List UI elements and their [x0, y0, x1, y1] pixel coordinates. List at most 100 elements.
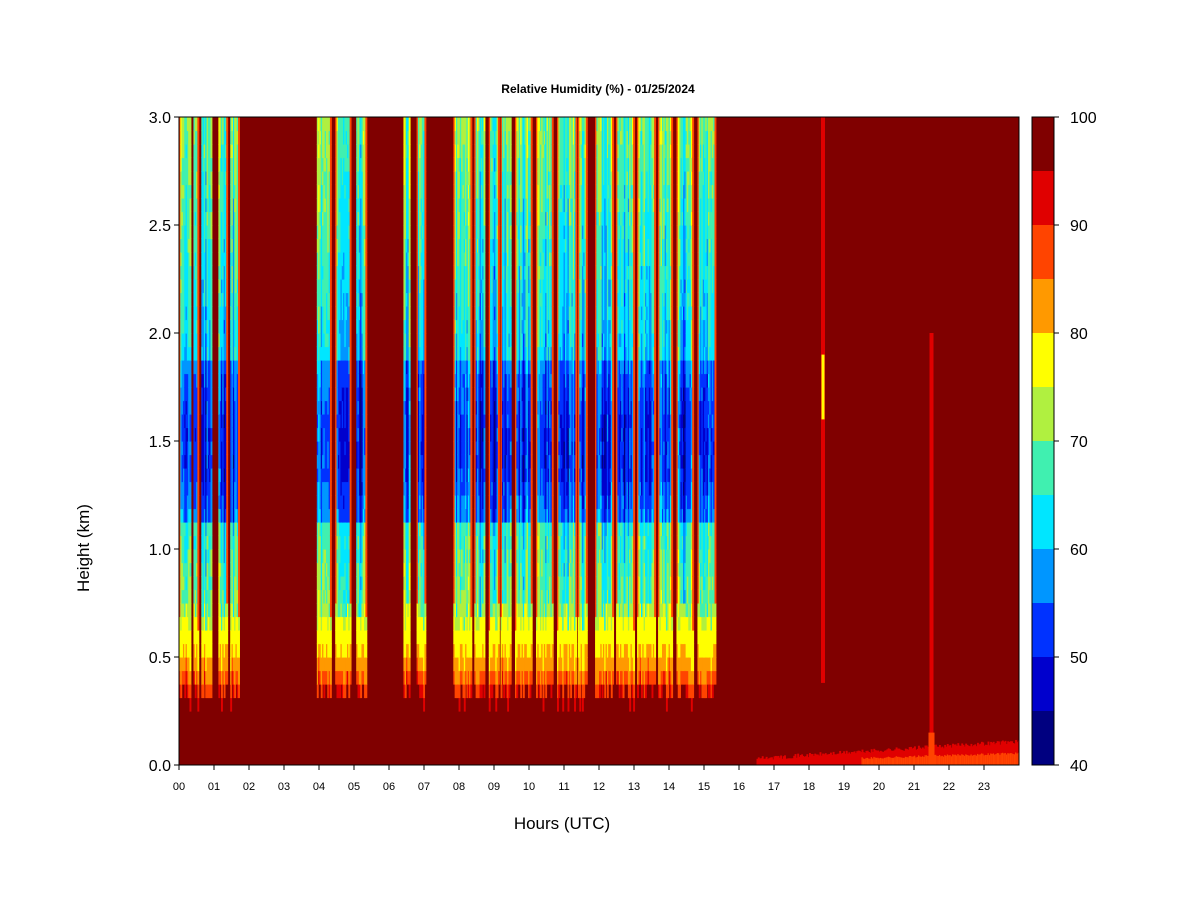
rh-cell [343, 481, 345, 496]
rh-cell [491, 616, 494, 631]
rh-cell [209, 481, 212, 496]
rh-cell [490, 549, 492, 564]
rh-cell [223, 211, 226, 226]
rh-cell [423, 184, 426, 199]
rh-cell [238, 468, 240, 483]
rh-cell [194, 157, 197, 172]
rh-cell [476, 670, 479, 685]
rh-cell [455, 589, 458, 604]
rh-cell [357, 279, 360, 294]
rh-cell [218, 171, 221, 186]
rh-cell [465, 549, 468, 564]
rh-cell [181, 414, 184, 429]
rh-cell [235, 427, 238, 442]
rh-cell [226, 441, 229, 456]
rh-cell [201, 684, 204, 699]
rh-cell [476, 265, 479, 280]
rh-cell [491, 643, 494, 658]
rh-cell [505, 279, 508, 294]
rh-cell [322, 576, 324, 591]
rh-cell [364, 481, 366, 496]
rh-cell [340, 225, 343, 240]
rh-cell [404, 414, 407, 429]
rh-cell [476, 576, 479, 591]
rh-cell [421, 576, 424, 591]
rh-cell [365, 306, 368, 321]
rh-cell [193, 157, 196, 172]
rh-cell [457, 360, 460, 375]
rh-cell [490, 414, 492, 429]
rh-cell [404, 643, 407, 658]
rh-cell [454, 387, 457, 402]
rh-cell [179, 657, 181, 672]
rh-cell [365, 657, 368, 672]
rh-cell [424, 400, 427, 415]
rh-cell [406, 576, 408, 591]
rh-cell [490, 427, 492, 442]
rh-cell [424, 279, 427, 294]
rh-cell [509, 454, 512, 469]
rh-cell [362, 468, 365, 483]
rh-cell [316, 508, 319, 523]
rh-cell [507, 535, 510, 550]
rh-cell [465, 387, 468, 402]
rh-cell [197, 117, 200, 132]
rh-cell [453, 670, 456, 685]
rh-cell [206, 157, 209, 172]
rh-cell [224, 630, 227, 645]
rh-cell [494, 292, 496, 307]
rh-cell [326, 144, 328, 159]
rh-cell [491, 468, 494, 483]
rh-cell [507, 346, 510, 361]
rh-cell [496, 535, 499, 550]
rh-cell [343, 279, 345, 294]
rh-cell [341, 292, 344, 307]
rh-cell [320, 414, 323, 429]
rh-cell [194, 333, 197, 348]
rh-cell [504, 657, 507, 672]
rh-cell [235, 603, 238, 618]
rh-cell [209, 684, 212, 699]
rh-cell [494, 184, 496, 199]
rh-cell [238, 157, 240, 172]
rh-cell [469, 522, 471, 537]
rh-cell [189, 657, 192, 672]
rh-cell [454, 373, 457, 388]
rh-cell [182, 373, 185, 388]
rh-cell [364, 117, 366, 132]
rh-cell [470, 427, 473, 442]
rh-cell [408, 684, 411, 699]
rh-cell [210, 238, 213, 253]
rh-cell [319, 670, 322, 685]
rh-cell [505, 481, 508, 496]
rh-cell [365, 468, 368, 483]
rh-cell [185, 346, 188, 361]
rh-cell [419, 319, 422, 334]
rh-cell [496, 198, 499, 213]
rh-cell [364, 576, 366, 591]
rh-cell [417, 157, 420, 172]
rh-cell [230, 427, 233, 442]
rh-cell [365, 481, 368, 496]
rh-cell [238, 252, 240, 267]
rh-cell [189, 198, 192, 213]
rh-cell [494, 333, 496, 348]
rh-cell [462, 535, 465, 550]
rh-cell [218, 333, 221, 348]
rh-cell [496, 468, 499, 483]
rh-cell [186, 265, 189, 280]
rh-cell [476, 238, 479, 253]
rh-cell [329, 522, 332, 537]
rh-cell [458, 117, 461, 132]
rh-cell [322, 495, 324, 510]
rh-cell [479, 400, 482, 415]
rh-cell [467, 441, 470, 456]
rh-cell [360, 171, 363, 186]
rh-cell [457, 373, 460, 388]
rh-cell [221, 414, 223, 429]
rh-cell [210, 333, 213, 348]
rh-cell [193, 576, 196, 591]
rh-cell [457, 657, 460, 672]
rh-cell [417, 562, 420, 577]
rh-cell [230, 333, 233, 348]
